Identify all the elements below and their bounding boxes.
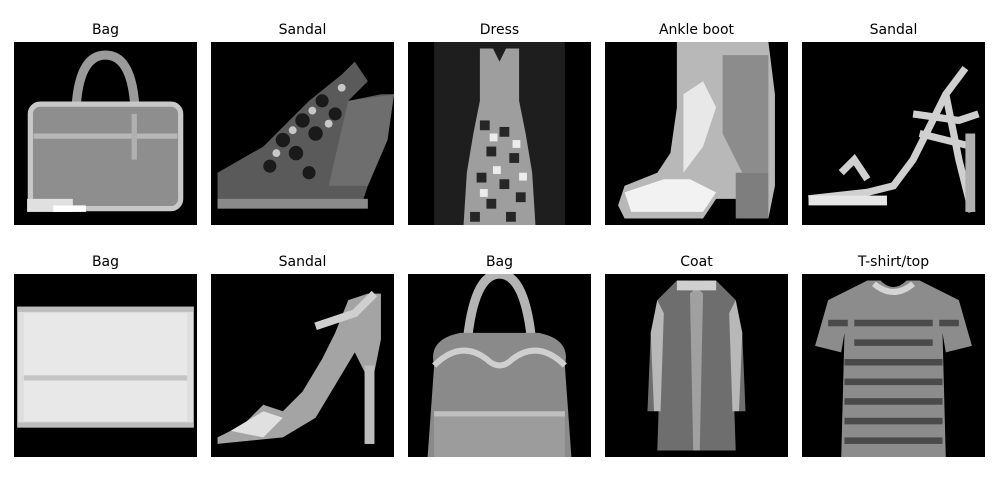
panel-title: Sandal bbox=[278, 22, 327, 38]
tshirt-striped-image bbox=[802, 274, 985, 457]
bag-handbag-image bbox=[14, 42, 197, 225]
panel-title: Dress bbox=[479, 22, 520, 38]
panel-title: Coat bbox=[680, 254, 713, 270]
panel-title: Sandal bbox=[869, 22, 918, 38]
sandal-heel-image bbox=[211, 274, 394, 457]
dress-image bbox=[408, 42, 591, 225]
sandal-strappy-image bbox=[802, 42, 985, 225]
ankle-boot-image bbox=[605, 42, 788, 225]
sandal-wedge-image bbox=[211, 42, 394, 225]
coat-image bbox=[605, 274, 788, 457]
panel-title: Ankle boot bbox=[658, 22, 735, 38]
bag-tote-image bbox=[408, 274, 591, 457]
panel-title: Bag bbox=[485, 254, 514, 270]
panel-title: Bag bbox=[91, 254, 120, 270]
panel-title: T-shirt/top bbox=[857, 254, 930, 270]
panel-title: Bag bbox=[91, 22, 120, 38]
bag-clutch-image bbox=[14, 274, 197, 457]
panel-title: Sandal bbox=[278, 254, 327, 270]
